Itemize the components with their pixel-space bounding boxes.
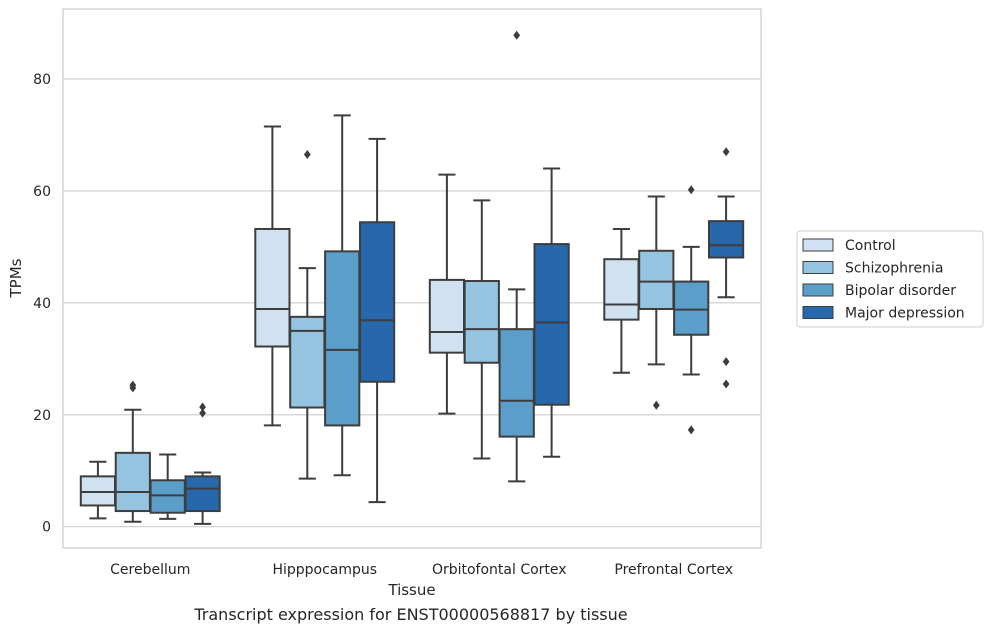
y-tick-label: 0	[42, 520, 51, 536]
grid-lines	[63, 78, 761, 528]
legend-frame	[796, 230, 984, 328]
x-tick-label: Orbitofontal Cortex	[432, 562, 567, 578]
box-bipolar-disorder	[498, 30, 535, 483]
y-tick-labels: 0 20 40 60 80	[33, 72, 51, 536]
box-major-depression	[358, 137, 396, 504]
outlier-point	[687, 425, 695, 435]
box-control	[254, 125, 291, 427]
box-body	[673, 280, 710, 336]
box-body	[463, 280, 500, 364]
outlier-point	[513, 30, 521, 40]
box-control	[79, 460, 117, 520]
box-schizophrenia	[638, 195, 675, 410]
box-control	[603, 227, 640, 374]
box-body	[254, 227, 291, 348]
legend: Control Schizophrenia Bipolar disorder Majo…	[796, 230, 984, 328]
y-tick-label: 80	[33, 72, 51, 88]
box-major-depression	[533, 167, 570, 458]
box-body	[498, 328, 535, 438]
box-body	[428, 278, 466, 354]
y-tick-label: 40	[33, 296, 51, 312]
outlier-point	[722, 147, 730, 157]
outlier-point	[722, 379, 730, 389]
outlier-point	[687, 185, 695, 195]
x-tick-labels: Cerebellum Hipppocampus Orbitofontal Corte…	[110, 562, 733, 578]
box-bipolar-disorder	[324, 114, 361, 477]
box-schizophrenia	[289, 150, 326, 480]
outlier-point	[199, 402, 206, 412]
outlier-point	[722, 357, 730, 367]
box-body	[114, 451, 151, 513]
plot-frame	[62, 8, 762, 549]
box-bipolar-disorder	[673, 185, 710, 435]
legend-label: Schizophrenia	[845, 261, 943, 277]
x-tick-label: Cerebellum	[110, 562, 190, 578]
legend-swatch	[802, 238, 834, 252]
box-body	[324, 250, 361, 427]
legend-swatch	[802, 283, 834, 297]
legend-label: Bipolar disorder	[845, 283, 956, 299]
box-body	[638, 249, 675, 311]
box-body	[533, 243, 570, 406]
x-axis-label: Tissue	[387, 581, 435, 599]
box-body	[149, 479, 186, 514]
box-schizophrenia	[463, 199, 500, 460]
x-tick-label: Prefrontal Cortex	[614, 562, 733, 578]
x-tick-label: Hipppocampus	[272, 562, 377, 578]
box-bipolar-disorder	[149, 453, 186, 520]
outlier-point	[129, 383, 137, 393]
box-body	[184, 475, 221, 513]
outlier-point	[199, 408, 206, 418]
box-groups	[79, 30, 745, 525]
legend-label: Control	[845, 238, 896, 254]
figure-caption: Transcript expression for ENST0000056881…	[194, 605, 628, 624]
box-body	[707, 220, 745, 259]
y-axis-label: TPMs	[7, 258, 25, 298]
outlier-point	[652, 400, 660, 410]
legend-swatch	[802, 306, 834, 319]
box-major-depression	[184, 402, 221, 525]
legend-label: Major depression	[845, 306, 965, 322]
y-tick-label: 20	[33, 408, 51, 424]
box-schizophrenia	[114, 380, 151, 523]
box-body	[358, 221, 396, 383]
y-tick-label: 60	[33, 184, 51, 200]
box-body	[79, 475, 117, 507]
box-body	[603, 258, 640, 321]
legend-swatch	[802, 261, 834, 274]
box-control	[428, 173, 466, 415]
outlier-point	[303, 150, 311, 160]
box-major-depression	[707, 147, 745, 389]
